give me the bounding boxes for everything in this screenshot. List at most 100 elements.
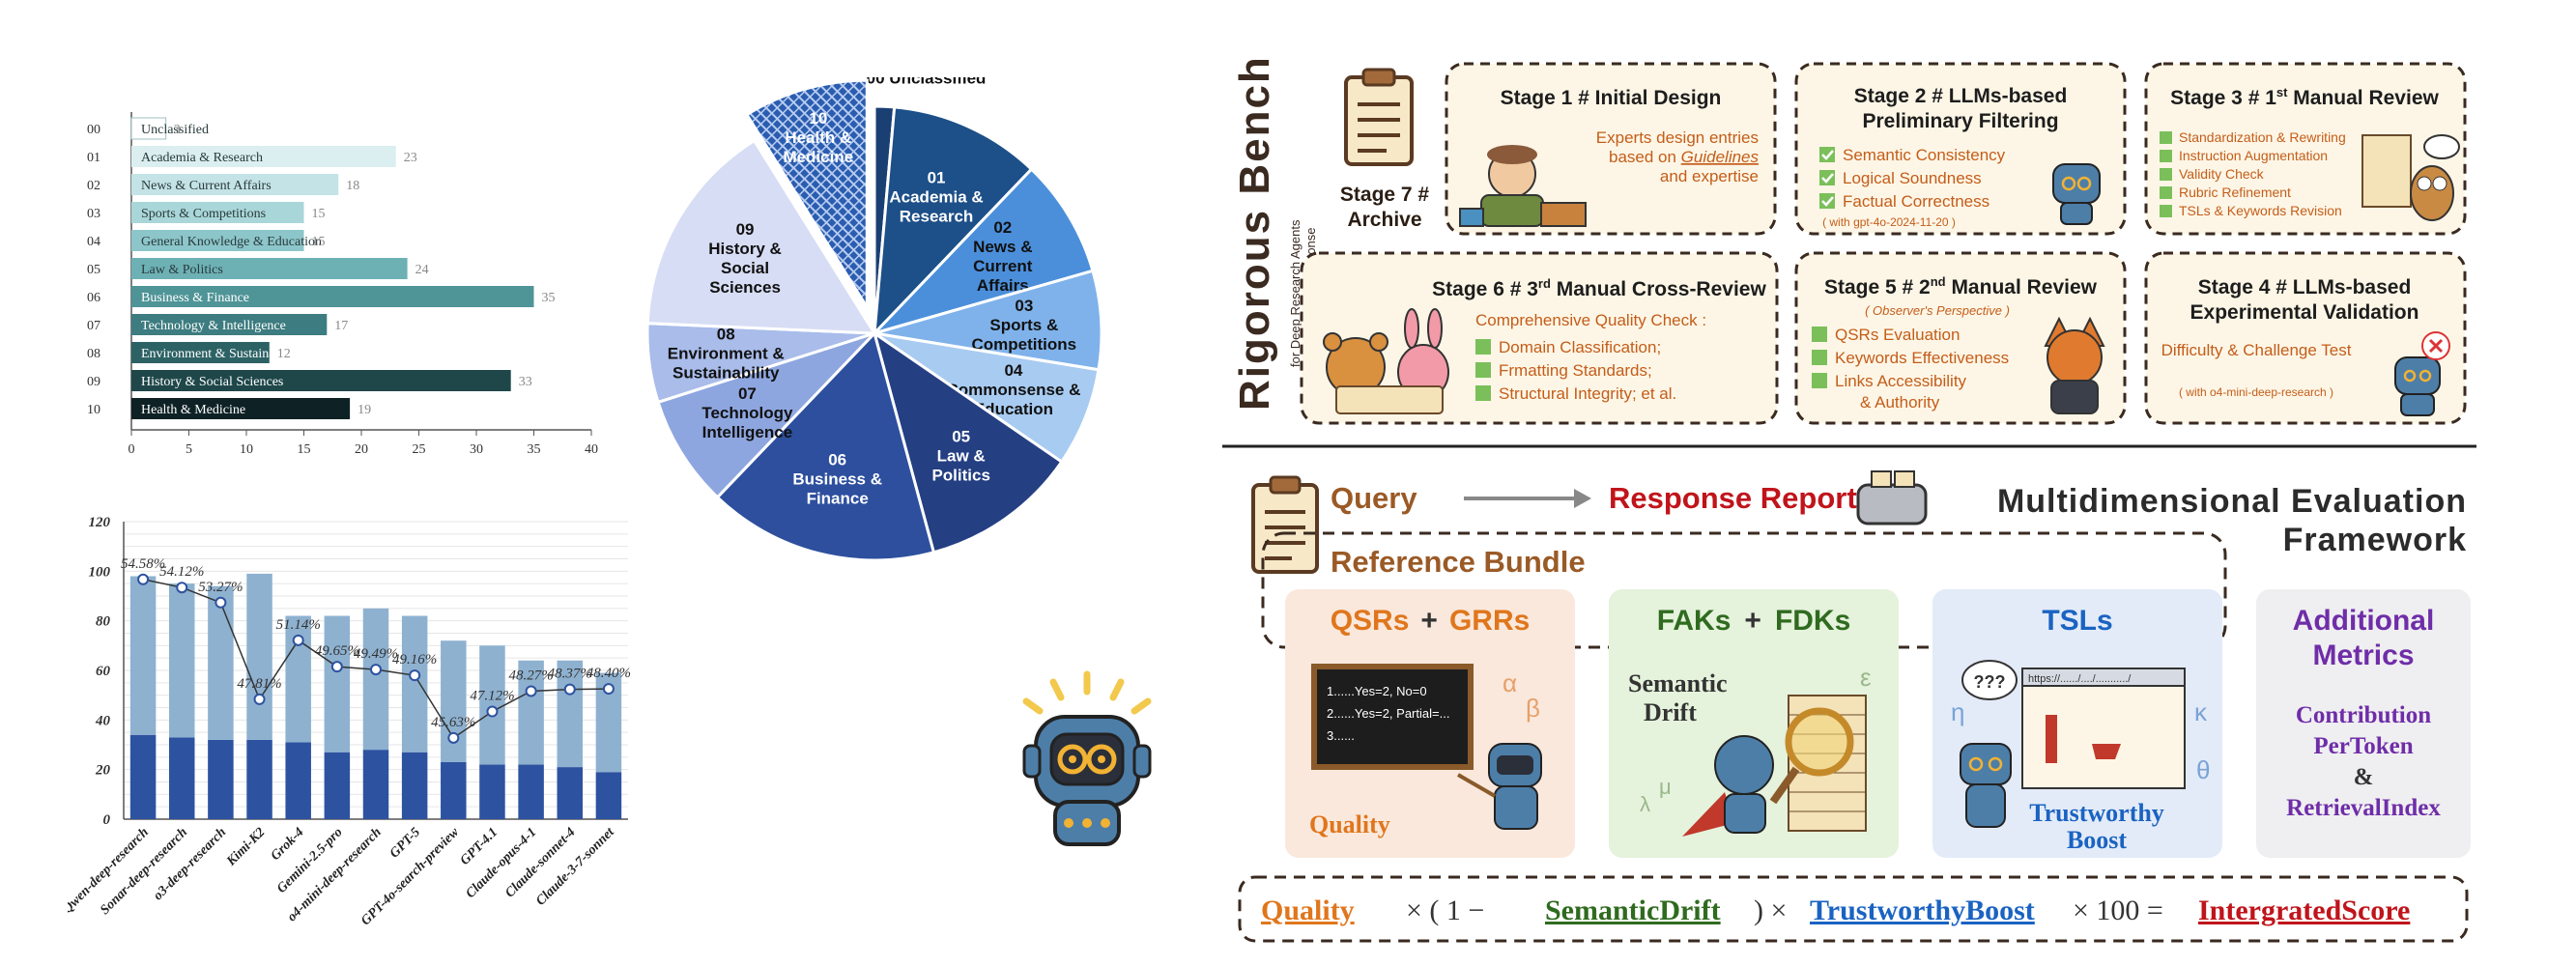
- check-icon: [1819, 170, 1835, 185]
- line-value-label: 47.81%: [237, 676, 281, 692]
- bar-segment-upper: [362, 608, 389, 751]
- bar-segment-upper: [518, 660, 544, 765]
- bar-value-label: 24: [415, 263, 429, 277]
- category-code: 03: [87, 207, 100, 221]
- query-label: Query: [1331, 481, 1417, 515]
- trustworthy-label-1: Trustworthy: [2029, 799, 2164, 827]
- board-line-1: 1......Yes=2, No=0: [1327, 684, 1427, 698]
- robot-mascot-illustration: [1022, 670, 1152, 846]
- bar: [131, 174, 339, 195]
- additional-metrics-panel: Additional Metrics Contribution PerToken…: [2256, 589, 2471, 858]
- pie-slice-label: Social: [721, 259, 769, 277]
- pie-slice: [870, 167, 1095, 336]
- category-label: News & Current Affairs: [141, 179, 272, 193]
- pie-slice: [744, 78, 869, 313]
- check-icon: [1475, 385, 1491, 401]
- metric-contribution: Contribution: [2296, 702, 2431, 728]
- check-icon: [1475, 362, 1491, 378]
- x-tick-label: 20: [355, 442, 368, 457]
- pie-slice-code: 01: [928, 169, 946, 187]
- pie-slice-label: Law &: [937, 447, 986, 466]
- y-tick-label: 80: [96, 614, 111, 630]
- bar: [131, 398, 351, 419]
- line-point: [137, 573, 150, 585]
- category-label: Technology & Intelligence: [141, 319, 286, 333]
- eta-symbol: η: [1951, 697, 1964, 726]
- trustworthy-boost-panel: TSLs https://....../..../.........../ ??…: [1932, 589, 2222, 858]
- pie-slice-label: Technology: [701, 404, 793, 422]
- bar-value-label: 3: [174, 123, 181, 137]
- thought-bubble-icon: ???: [1961, 660, 2018, 700]
- pie-slice-label: Sciences: [709, 278, 781, 297]
- x-tick-label: 0: [129, 442, 135, 457]
- fak-label: FAKs + FDKs: [1657, 605, 1851, 637]
- pie-slice-label: Research: [900, 208, 974, 226]
- check-icon: [1475, 339, 1491, 355]
- bar-segment-lower: [208, 739, 234, 819]
- bar-segment-lower: [285, 742, 311, 819]
- bar-segment-lower: [401, 752, 428, 819]
- pie-slice-label: Environment &: [668, 344, 785, 362]
- alpha-symbol: α: [1503, 668, 1517, 697]
- pie-slice-code: 09: [736, 220, 755, 239]
- pie-slice: [872, 329, 1064, 554]
- bar-value-label: 18: [346, 179, 359, 193]
- metric-retrievalindex: RetrievalIndex: [2286, 795, 2441, 821]
- line-point: [563, 683, 576, 696]
- theta-symbol: θ: [2196, 755, 2210, 784]
- bar: [131, 314, 328, 335]
- check-icon: [2160, 131, 2172, 144]
- bar-segment-lower: [246, 739, 272, 819]
- bar-value-label: 17: [334, 319, 348, 333]
- stage7-archive-label-2: Archive: [1347, 209, 1421, 231]
- pie-slice-code: 07: [738, 384, 757, 403]
- stage2-note: ( with gpt-4o-2024-11-20 ): [1822, 215, 1956, 229]
- clipboard-icon: [1251, 475, 1319, 574]
- stage5-item: QSRs Evaluation: [1835, 326, 1960, 344]
- pie-slice-label: Intelligence: [702, 423, 793, 441]
- stage3-title: Stage 3 # 1st Manual Review: [2170, 85, 2439, 109]
- x-tick-label: 15: [298, 442, 311, 457]
- response-report-label: Response Report: [1609, 481, 1857, 515]
- pie-slice: [656, 331, 876, 499]
- line-value-label: 51.14%: [276, 617, 321, 633]
- robot-icon: [2052, 163, 2101, 225]
- framework-title-2: Framework: [2283, 522, 2467, 558]
- browser-window-illustration: https://....../..../.........../: [2021, 668, 2186, 789]
- stage5-item: Keywords Effectiveness: [1835, 349, 2009, 367]
- formula-op-2: ) ×: [1754, 895, 1787, 926]
- category-code: 06: [87, 291, 100, 305]
- bar-value-label: 12: [277, 347, 291, 361]
- formula-op-3: × 100 =: [2073, 895, 2163, 926]
- check-icon: [2160, 150, 2172, 162]
- bar-value-label: 15: [312, 207, 326, 221]
- stage6-box: Stage 6 # 3rd Manual Cross-Review Compre…: [1300, 251, 1779, 425]
- magnifier-icon: [1769, 707, 1854, 805]
- stage2-box: Stage 2 # LLMs-based Preliminary Filteri…: [1794, 62, 2127, 236]
- x-tick-label: o3-deep-research: [151, 825, 229, 903]
- pie-slice: [873, 269, 1103, 372]
- bar: [131, 342, 270, 363]
- category-label: Academia & Research: [141, 151, 263, 165]
- score-formula: Quality × ( 1 − SemanticDrift ) × Trustw…: [1238, 875, 2469, 943]
- bar-value-label: 19: [358, 403, 371, 417]
- y-tick-label: 40: [95, 713, 111, 728]
- drift-label-2: Drift: [1644, 698, 1697, 726]
- category-code: 02: [87, 179, 100, 193]
- pie-slice: [873, 105, 1034, 338]
- x-tick-label: 25: [413, 442, 426, 457]
- y-tick-label: 60: [96, 664, 111, 679]
- clipboard-icon: [1344, 68, 1414, 166]
- stage4-box: Stage 4 # LLMs-based Experimental Valida…: [2144, 251, 2467, 425]
- bar-segment-lower: [441, 761, 467, 819]
- robot-caped-illustration: [1682, 735, 1774, 837]
- category-code: 00: [87, 123, 100, 137]
- line-value-label: 48.40%: [587, 666, 631, 681]
- line-point: [525, 685, 537, 697]
- line-value-label: 49.65%: [315, 643, 359, 659]
- formula-drift: SemanticDrift: [1545, 895, 1721, 926]
- lambda-symbol: λ: [1640, 792, 1650, 816]
- arrow-right-icon: [1464, 489, 1591, 508]
- stage3-item: Instruction Augmentation: [2179, 148, 2328, 163]
- pie-slice-code: 08: [717, 325, 735, 343]
